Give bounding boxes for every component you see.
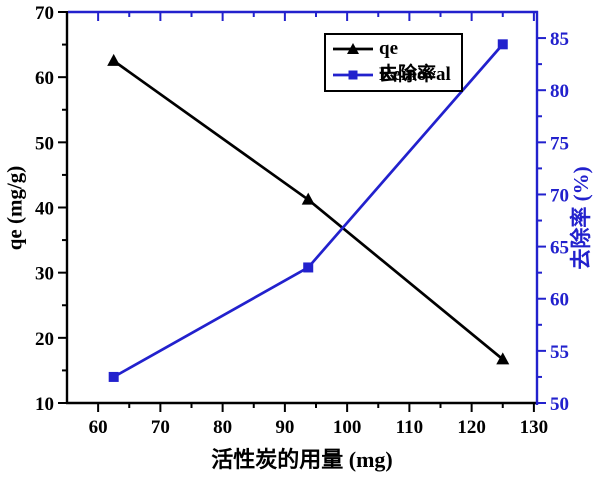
x-tick-label: 80 (213, 417, 232, 438)
y-left-tick-label: 10 (35, 394, 54, 415)
top-axis-ticks (97, 12, 535, 21)
y-right-tick-label: 70 (550, 185, 569, 206)
series-removal (108, 39, 508, 382)
legend-label-quchulv: 去除率 (379, 64, 437, 85)
legend-entry-qe: qe (332, 36, 453, 62)
x-axis-title: 活性炭的用量 (mg) (211, 447, 393, 472)
y-right-tick-label: 65 (550, 238, 569, 259)
x-tick-label: 110 (396, 417, 423, 438)
y-left-tick-label: 30 (35, 264, 54, 285)
y-left-tick-label: 50 (35, 133, 54, 154)
legend-entry-removal: 去除率 Removal (332, 62, 453, 88)
series-qe (107, 53, 510, 365)
y-right-tick-label: 75 (550, 133, 569, 154)
y-right-tick-label: 50 (550, 394, 569, 415)
x-axis-ticks: 60 70 80 90 100 110 120 130 (89, 403, 549, 438)
y-left-tick-label: 20 (35, 329, 54, 350)
x-tick-label: 70 (151, 417, 170, 438)
y-left-tick-label: 70 (35, 3, 54, 24)
y-axis-title-right-text: 去除率 (%) (569, 166, 593, 270)
legend-removal-line-marker (333, 70, 373, 80)
y-right-tick-label: 60 (550, 290, 569, 311)
x-tick-label: 100 (333, 417, 362, 438)
legend-box: qe 去除率 Removal (324, 33, 463, 92)
plot-frame (65, 10, 539, 405)
x-tick-label: 90 (275, 417, 294, 438)
y-right-tick-label: 85 (550, 29, 569, 50)
y-left-ticks: 10 20 30 40 50 60 70 (35, 3, 67, 415)
x-tick-label: 130 (520, 417, 549, 438)
legend-label-overlap-group: 去除率 Removal (379, 63, 453, 87)
y-axis-title-left-text: qe (mg/g) (2, 165, 27, 251)
x-tick-label: 120 (457, 417, 486, 438)
y-left-tick-label: 40 (35, 199, 54, 220)
y-right-tick-label: 55 (550, 342, 569, 363)
x-tick-label: 60 (89, 417, 108, 438)
y-right-tick-label: 80 (550, 81, 569, 102)
y-left-tick-label: 60 (35, 68, 54, 89)
y-right-ticks: 50 55 60 65 70 75 80 85 (537, 29, 569, 415)
legend-qe-line-marker (333, 43, 373, 54)
legend-label-qe: qe (379, 38, 398, 59)
legend-label-removal: Removal (379, 64, 451, 85)
